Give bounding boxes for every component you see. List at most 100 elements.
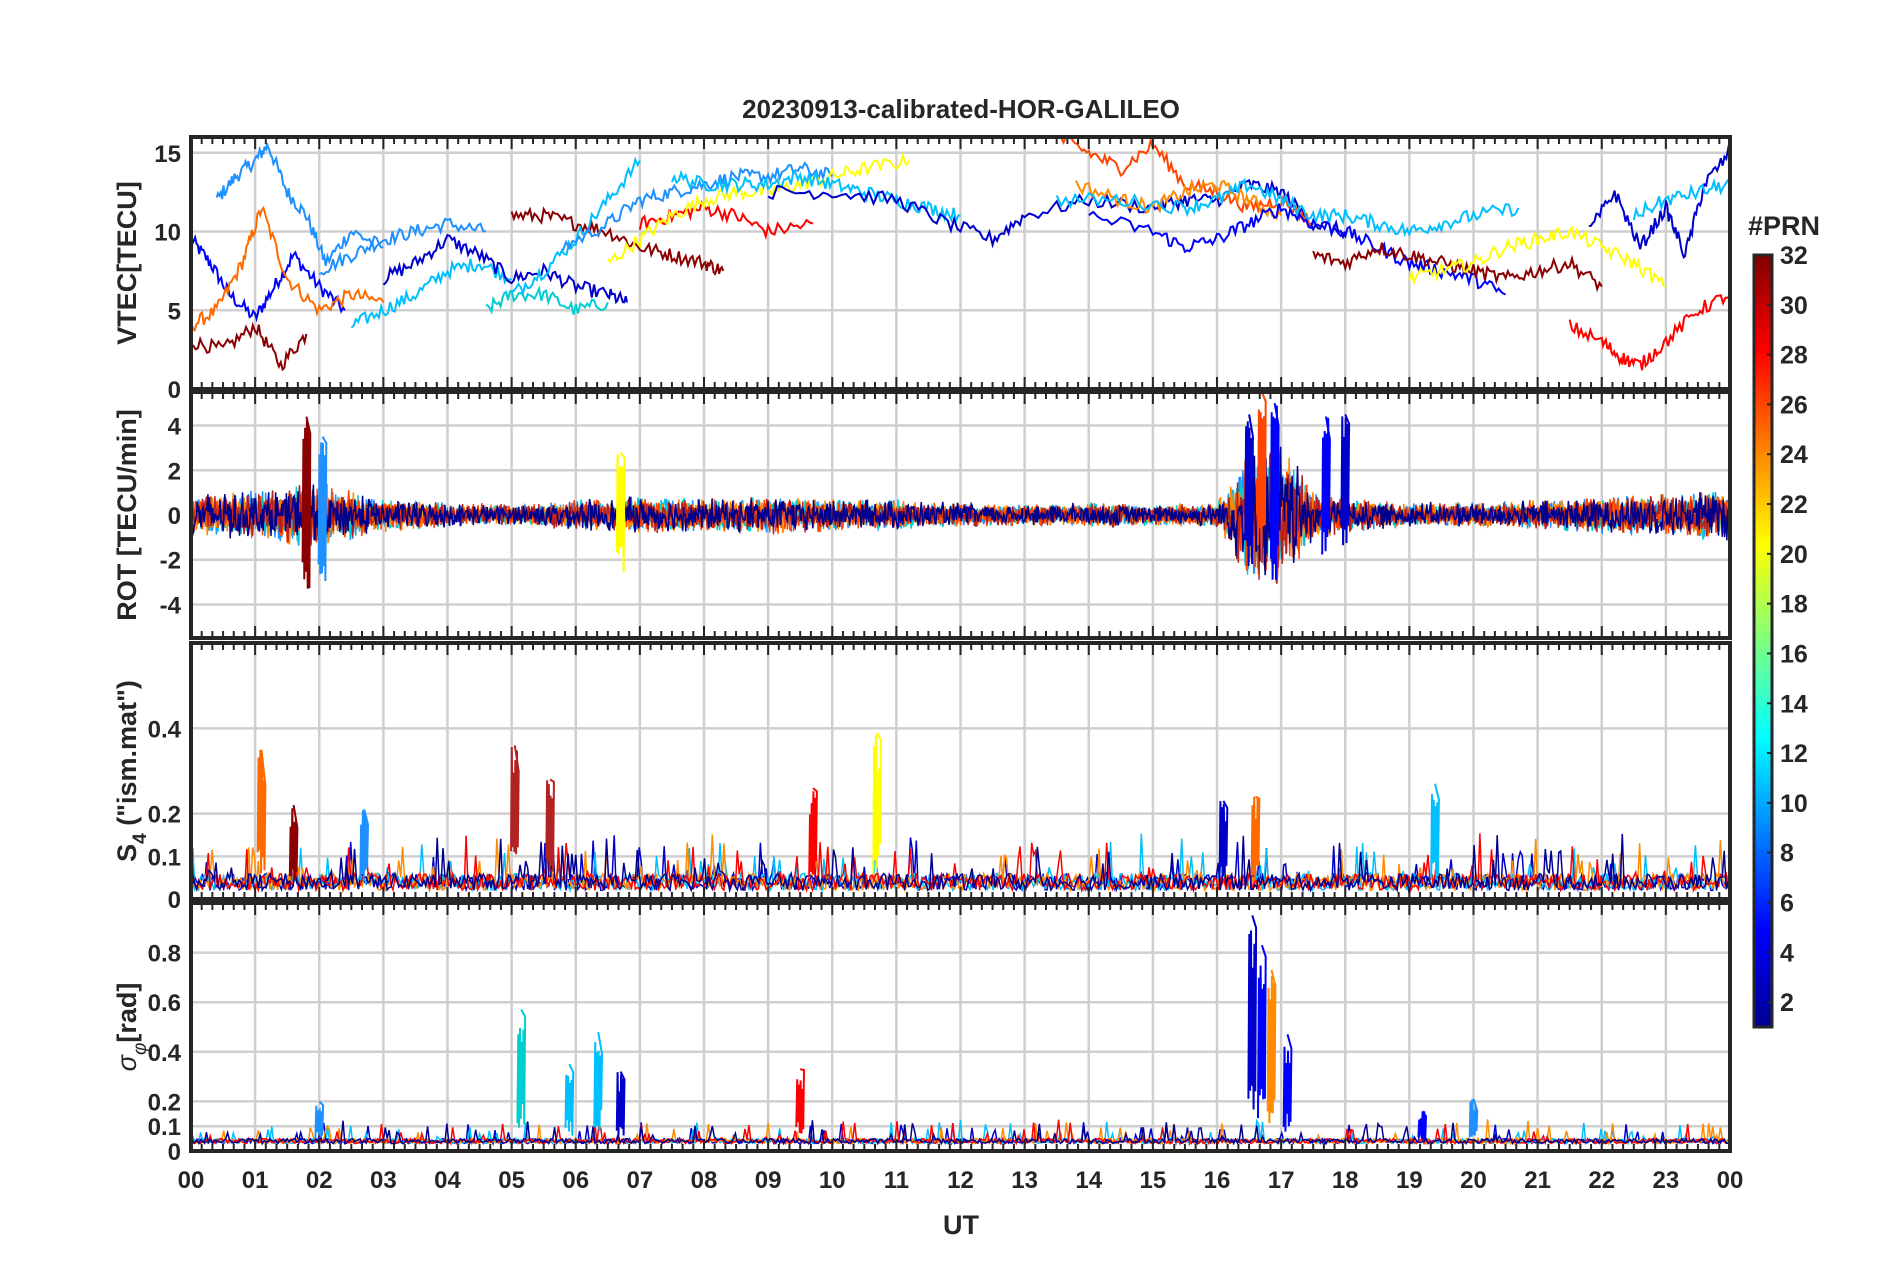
y-tick-label: 0 bbox=[168, 503, 181, 530]
x-tick-label: 14 bbox=[1075, 1167, 1102, 1194]
x-tick-label: 08 bbox=[691, 1167, 718, 1194]
y-axis-label: σφ[rad] bbox=[112, 983, 151, 1072]
colorbar-label: #PRN bbox=[1748, 211, 1820, 241]
panel-sigma_phi: 00.10.2 0.4 0.6 0.8 σφ[rad] bbox=[112, 901, 1732, 1166]
s4-spike-0 bbox=[256, 749, 267, 874]
vtec-series-2 bbox=[191, 205, 385, 333]
rot-spike-2 bbox=[615, 451, 626, 573]
colorbar-gradient bbox=[1752, 253, 1774, 1029]
x-tick-label: 18 bbox=[1332, 1167, 1359, 1194]
x-tick-label: 13 bbox=[1011, 1167, 1038, 1194]
x-tick-label: 17 bbox=[1268, 1167, 1295, 1194]
sigma_phi-spike-5 bbox=[795, 1068, 806, 1134]
vtec-series-22 bbox=[1588, 144, 1730, 260]
colorbar-tick-label: 20 bbox=[1780, 541, 1808, 569]
rot-spike-0 bbox=[301, 416, 312, 589]
colorbar-tick-label: 8 bbox=[1780, 840, 1794, 868]
x-tick-label: 11 bbox=[884, 1167, 909, 1194]
y-tick-label: 10 bbox=[154, 220, 181, 247]
vtec-series-4 bbox=[318, 217, 487, 276]
vtec-series-5 bbox=[350, 258, 513, 329]
minor-ticks bbox=[200, 643, 1721, 899]
x-axis-label: UT bbox=[943, 1210, 979, 1240]
colorbar-tick-label: 22 bbox=[1780, 491, 1808, 519]
sigma_phi-spike-10 bbox=[1417, 1110, 1428, 1141]
y-tick-label: 5 bbox=[168, 298, 181, 325]
colorbar-tick-label: 18 bbox=[1780, 591, 1808, 619]
y-axis-label: S4 ("ism.mat") bbox=[112, 680, 151, 862]
x-tick-label: 05 bbox=[498, 1167, 525, 1194]
vtec-series-23 bbox=[1632, 177, 1730, 221]
rot-spike-6 bbox=[1321, 416, 1331, 555]
x-axis: 00 01 02 03 04 05 06 07 08 09 10 11 12 13 14 15 16 17 18 19… bbox=[178, 1167, 1744, 1194]
panel-s4: 0 0.1 0.2 0.4S4 ("ism.mat") bbox=[112, 641, 1732, 914]
panel-vtec: 0 5 10 15 VTEC[TECU] bbox=[112, 135, 1732, 404]
x-tick-label: 00 bbox=[1717, 1167, 1744, 1194]
y-tick-label: 0.2 bbox=[148, 802, 181, 829]
vtec-series-7 bbox=[485, 284, 609, 315]
panel-rot: -4 -2 0 2 4 ROT [TECU/min] bbox=[112, 390, 1732, 640]
x-tick-label: 23 bbox=[1653, 1167, 1680, 1194]
x-tick-label: 22 bbox=[1588, 1167, 1615, 1194]
sigma_phi-spike-4 bbox=[615, 1071, 626, 1136]
s4-spike-9 bbox=[1430, 783, 1440, 880]
rot-spike-4 bbox=[1257, 392, 1267, 563]
vtec-series-6 bbox=[382, 233, 628, 305]
x-tick-label: 06 bbox=[562, 1167, 589, 1194]
colorbar-tick-label: 28 bbox=[1780, 342, 1808, 370]
rot-spike-7 bbox=[1340, 414, 1351, 546]
y-axis-label: VTEC[TECU] bbox=[112, 181, 142, 345]
y-tick-label: 0.6 bbox=[148, 990, 181, 1017]
vtec-series-21 bbox=[1568, 293, 1730, 371]
y-tick-label: 0.4 bbox=[148, 716, 182, 743]
colorbar-tick-label: 10 bbox=[1780, 790, 1808, 818]
y-tick-label: 0.2 bbox=[148, 1089, 181, 1116]
plot-area bbox=[191, 137, 1730, 372]
sigma_phi-spike-7 bbox=[1257, 944, 1267, 1119]
vtec-series-9 bbox=[511, 156, 641, 296]
colorbar-tick-label: 32 bbox=[1780, 242, 1808, 270]
y-tick-label: 0 bbox=[168, 377, 181, 404]
sigma_phi-spike-11 bbox=[1468, 1098, 1479, 1138]
grid bbox=[191, 643, 1730, 901]
s4-spike-7 bbox=[1250, 795, 1261, 881]
x-tick-label: 16 bbox=[1204, 1167, 1231, 1194]
x-tick-label: 04 bbox=[434, 1167, 461, 1194]
vtec-series-3 bbox=[191, 321, 308, 372]
colorbar-tick-label: 30 bbox=[1780, 292, 1808, 320]
vtec-series-20 bbox=[1408, 226, 1667, 288]
vtec-series-0 bbox=[191, 234, 346, 323]
sigma_phi-spike-0 bbox=[314, 1100, 325, 1139]
x-tick-label: 19 bbox=[1396, 1167, 1423, 1194]
x-tick-label: 03 bbox=[370, 1167, 397, 1194]
rot-spike-3 bbox=[1244, 414, 1254, 566]
y-tick-label: 4 bbox=[168, 414, 182, 441]
y-tick-label: 0.1 bbox=[148, 844, 181, 871]
colorbar-tick-label: 16 bbox=[1780, 640, 1808, 668]
rot-spike-5 bbox=[1269, 403, 1280, 580]
s4-spike-4 bbox=[545, 778, 555, 872]
vtec-series-16 bbox=[1074, 179, 1283, 221]
sigma_phi-spike-6 bbox=[1247, 915, 1258, 1110]
x-tick-label: 01 bbox=[242, 1167, 269, 1194]
vtec-series-1 bbox=[215, 143, 384, 266]
x-tick-label: 10 bbox=[819, 1167, 846, 1194]
plot-area bbox=[191, 392, 1730, 589]
s4-spike-1 bbox=[288, 804, 299, 880]
sigma_phi-spike-8 bbox=[1266, 969, 1277, 1124]
y-tick-label: 2 bbox=[168, 458, 181, 485]
colorbar-tick-label: 2 bbox=[1780, 989, 1794, 1017]
s4-spike-2 bbox=[359, 809, 370, 882]
minor-ticks bbox=[200, 392, 1721, 638]
x-tick-label: 12 bbox=[947, 1167, 974, 1194]
colorbar-tick-label: 14 bbox=[1780, 690, 1808, 718]
y-tick-label: 0 bbox=[168, 1139, 181, 1166]
colorbar-tick-label: 12 bbox=[1780, 740, 1808, 768]
rot-spike-1 bbox=[317, 436, 328, 582]
colorbar-tick-label: 24 bbox=[1780, 441, 1808, 469]
minor-ticks bbox=[200, 903, 1721, 1151]
x-tick-label: 21 bbox=[1524, 1167, 1551, 1194]
